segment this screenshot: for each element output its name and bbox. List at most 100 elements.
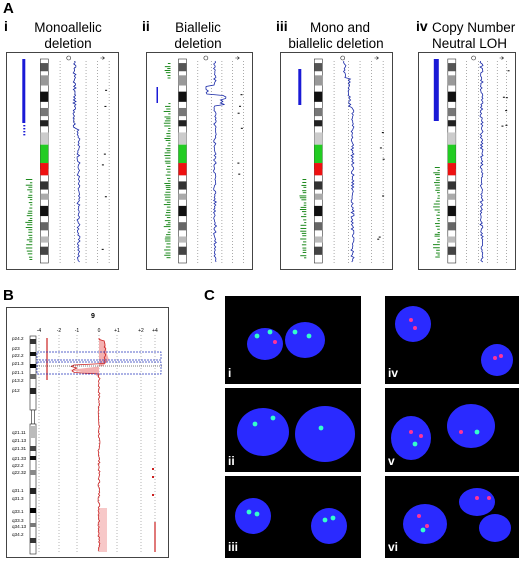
green-signal <box>318 425 324 431</box>
centromere-green-band <box>447 144 456 164</box>
copy-number-trace <box>479 60 484 263</box>
green-track-tick <box>437 197 440 199</box>
marker-tick <box>382 195 385 197</box>
marker-tick <box>381 132 384 134</box>
red-signal <box>487 496 491 500</box>
fish-cells <box>237 406 355 462</box>
green-track-tick <box>166 177 171 179</box>
fish-image-label: iii <box>228 540 239 554</box>
fish-cells <box>395 306 513 376</box>
ideogram-band <box>447 91 456 102</box>
band-label: q22.32 <box>12 470 26 475</box>
chromosome-label: 9 <box>91 313 95 320</box>
marker-tick <box>240 127 243 129</box>
ideogram-band <box>447 63 456 72</box>
copy-number-trace <box>72 60 81 263</box>
green-track-tick <box>27 212 33 214</box>
header-arrow-marker <box>374 56 379 60</box>
marker-tick <box>505 97 508 99</box>
centromere-red-band <box>314 163 323 176</box>
red-signal <box>409 318 413 322</box>
green-track-tick <box>165 174 171 176</box>
karyogram-panel-ii <box>146 52 253 270</box>
green-track-tick <box>164 120 171 122</box>
fish-image-label: i <box>228 366 232 380</box>
green-track-tick <box>436 192 440 194</box>
ideogram-band <box>178 236 187 243</box>
copy-number-trace <box>342 60 355 263</box>
green-track-tick <box>434 233 440 235</box>
marker-tick <box>240 94 243 96</box>
subpanel-number: iv <box>416 18 428 34</box>
centromere-red-band <box>447 163 456 176</box>
cell-nucleus <box>391 416 431 460</box>
karyogram-panel-iv <box>418 52 516 270</box>
ideogram-band <box>178 222 187 231</box>
green-track-tick <box>29 182 33 184</box>
highlight-box-upper <box>36 351 162 361</box>
green-track-tick <box>165 157 171 159</box>
green-track-tick <box>26 215 33 217</box>
green-track-tick <box>165 191 171 193</box>
green-track-tick <box>437 220 440 222</box>
green-track-tick <box>164 137 171 139</box>
marker-tick <box>237 162 240 164</box>
green-track-tick <box>28 220 33 222</box>
green-track-tick <box>163 204 171 206</box>
subpanel-title-line1: Biallelic <box>175 20 221 35</box>
marker-tick <box>505 110 508 112</box>
green-track-tick <box>163 122 171 124</box>
green-track-tick <box>303 204 307 206</box>
cell-nucleus <box>395 306 431 342</box>
green-track-tick <box>168 228 171 230</box>
green-track-tick <box>164 116 171 118</box>
band-label: q34.13 <box>12 524 26 529</box>
subpanel-title-line2: Neutral LOH <box>432 36 508 51</box>
green-track-tick <box>28 231 33 233</box>
ideogram-band <box>314 222 323 231</box>
marker-tick <box>507 70 510 72</box>
fish-image-label: vi <box>388 540 399 554</box>
green-signal <box>330 515 336 521</box>
red-signal <box>413 326 417 330</box>
green-track-tick <box>435 225 440 227</box>
green-track-tick <box>299 195 307 197</box>
green-track-tick <box>164 66 171 68</box>
green-track-tick <box>25 227 33 229</box>
ideogram-band <box>30 352 36 356</box>
green-track-tick <box>166 168 171 170</box>
green-track-tick <box>437 211 440 213</box>
band-label: q22.2 <box>12 463 24 468</box>
green-track-tick <box>167 75 171 77</box>
green-track-tick <box>28 234 33 236</box>
green-track-tick <box>300 255 307 257</box>
ideogram-band <box>30 523 36 527</box>
green-signal <box>292 329 298 335</box>
cell-nucleus <box>447 404 495 448</box>
green-track-tick <box>304 222 307 224</box>
fill-region-q-arm <box>99 508 107 552</box>
centromere-red-band <box>40 163 49 176</box>
green-track-tick <box>167 165 171 167</box>
green-track-tick <box>434 223 440 225</box>
green-track-tick <box>301 199 307 201</box>
centromere-green-band <box>40 144 49 164</box>
green-track-tick <box>168 127 171 129</box>
subpanel-number: ii <box>142 18 150 34</box>
green-track-tick <box>436 177 440 179</box>
karyogram-plot-iv <box>432 55 510 264</box>
marker-tick <box>378 236 381 238</box>
green-track-tick <box>435 252 440 254</box>
green-track-tick <box>436 214 440 216</box>
green-track-tick <box>434 209 440 211</box>
marker-dot <box>152 476 154 478</box>
green-track-tick <box>164 220 171 222</box>
ideogram-band <box>314 75 323 86</box>
green-track-tick <box>300 238 307 240</box>
ideogram-band <box>178 246 187 255</box>
green-track-tick <box>437 169 440 171</box>
ideogram-band <box>447 107 456 117</box>
green-track-tick <box>166 108 171 110</box>
red-signal <box>475 496 479 500</box>
green-track-tick <box>167 63 171 64</box>
